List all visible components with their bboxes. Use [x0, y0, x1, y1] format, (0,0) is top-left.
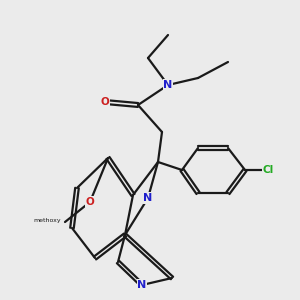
Text: Cl: Cl: [262, 165, 274, 175]
Text: methoxy: methoxy: [34, 218, 61, 223]
Text: N: N: [143, 193, 153, 203]
Text: O: O: [85, 197, 94, 207]
Text: O: O: [100, 97, 109, 107]
Text: N: N: [137, 280, 147, 290]
Text: N: N: [164, 80, 172, 90]
